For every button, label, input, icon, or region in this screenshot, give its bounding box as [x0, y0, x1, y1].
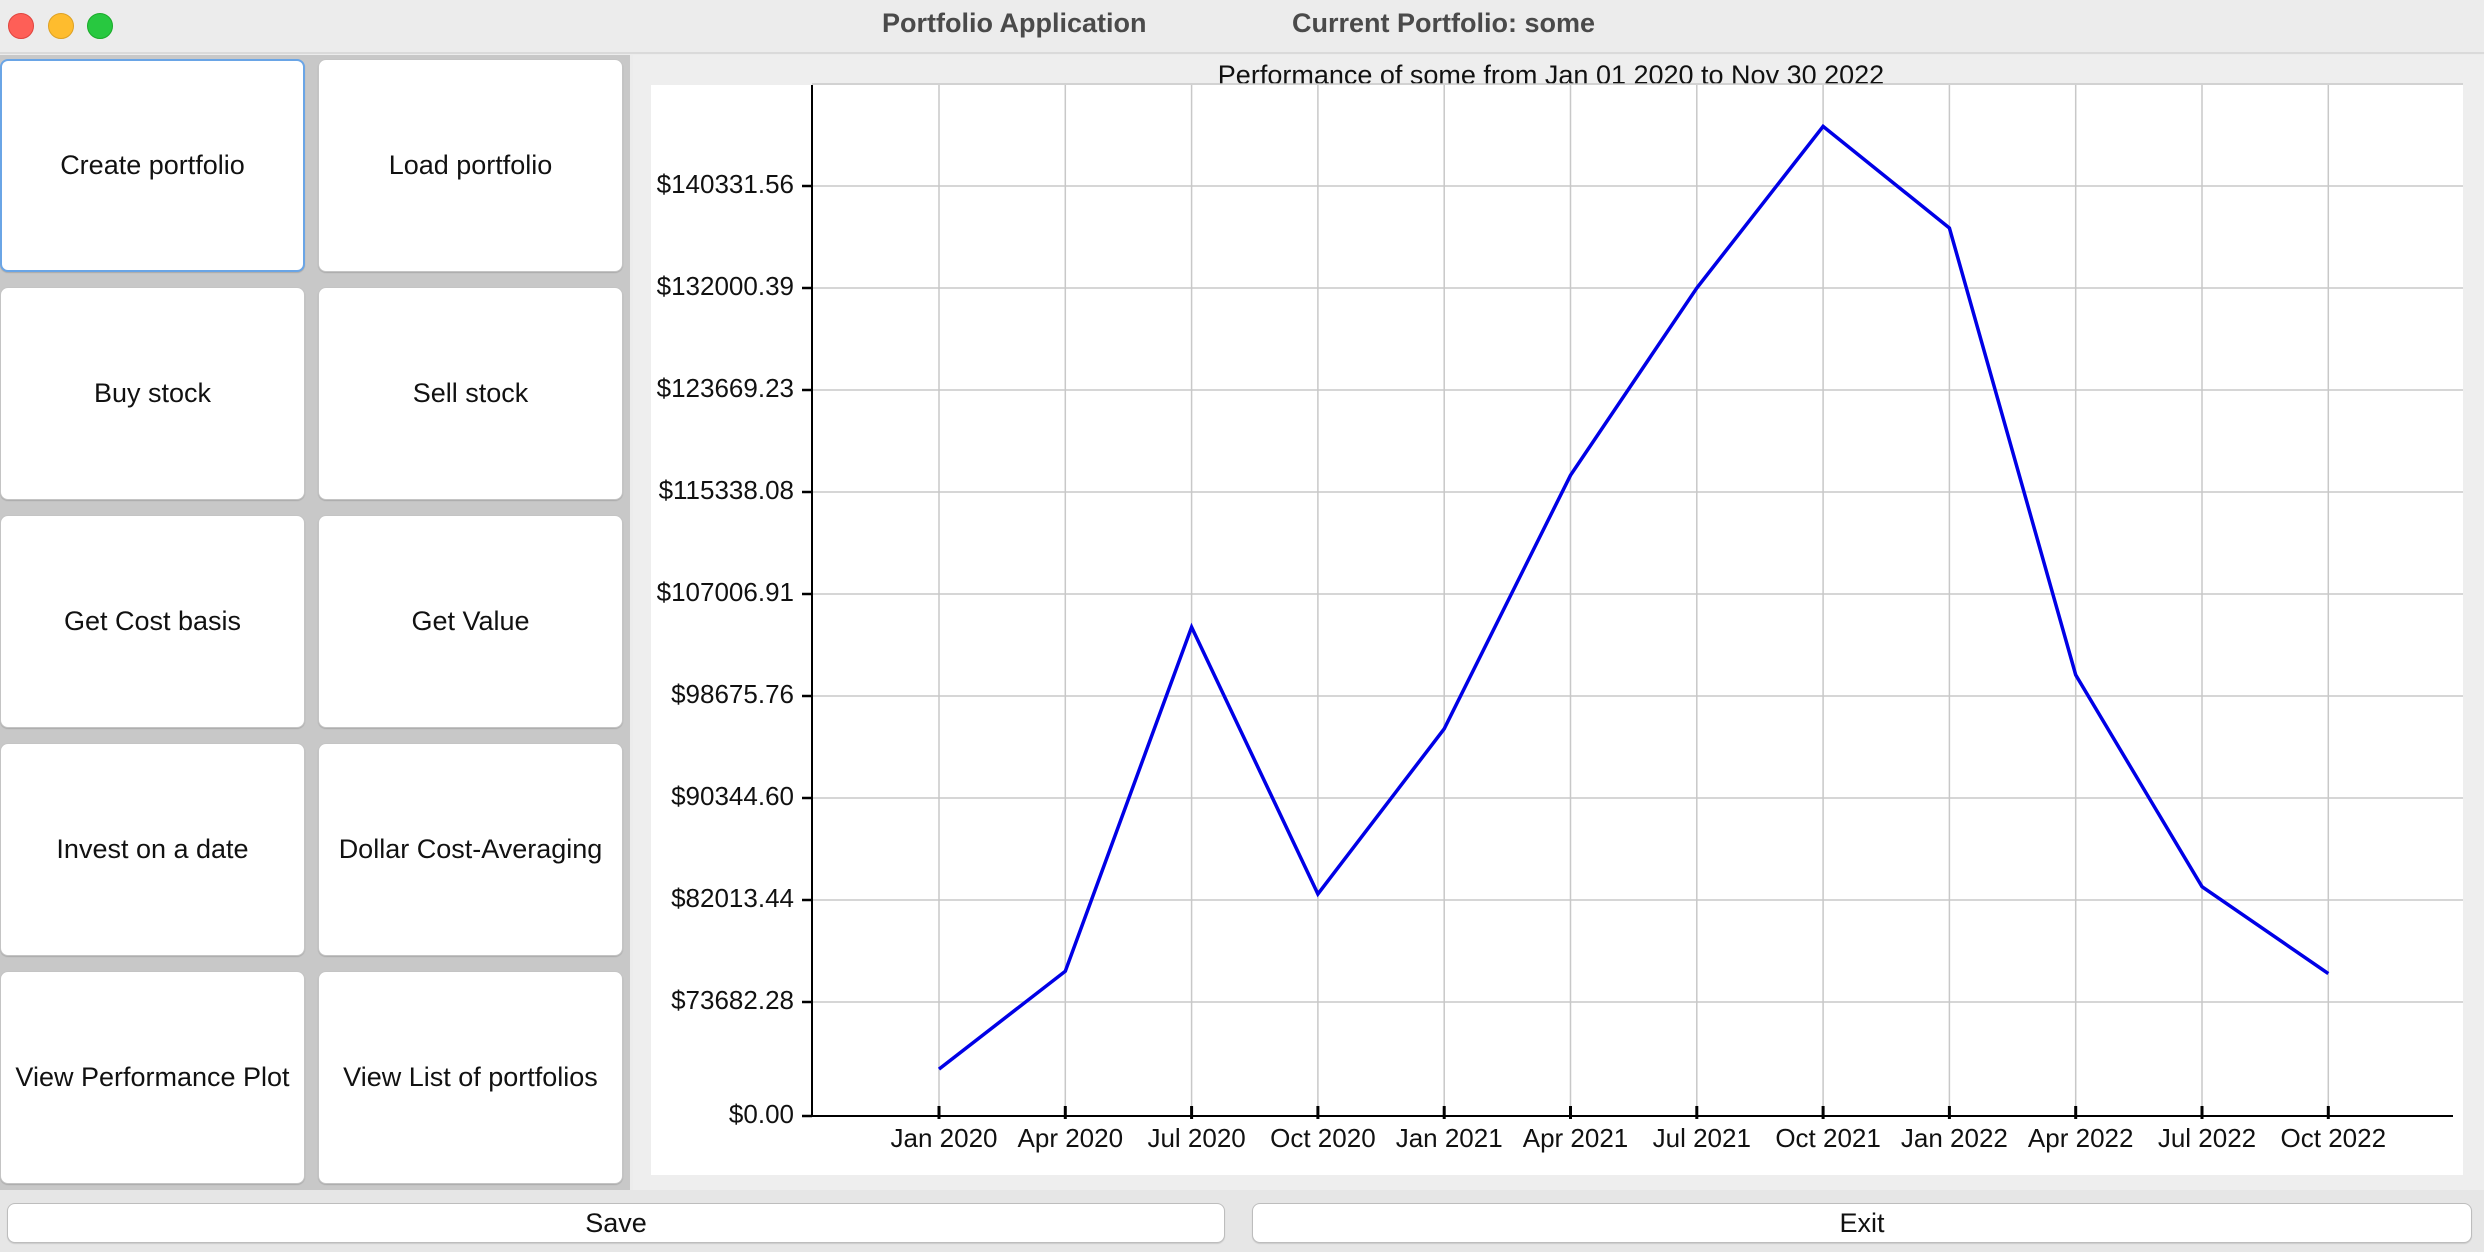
x-tick-label: Jul 2022: [2158, 1123, 2256, 1153]
x-tick-label: Oct 2021: [1775, 1123, 1881, 1153]
minimize-window-icon[interactable]: [48, 13, 74, 39]
get-value-button[interactable]: Get Value: [318, 515, 623, 728]
x-tick-label: Jan 2021: [1396, 1123, 1503, 1153]
portfolio-value-line: [937, 123, 2330, 1071]
current-portfolio-label: Current Portfolio: some: [1292, 8, 1596, 38]
view-performance-plot-button[interactable]: View Performance Plot: [0, 971, 305, 1184]
sell-stock-button[interactable]: Sell stock: [318, 287, 623, 500]
y-tick-label: $98675.76: [671, 679, 794, 709]
footer-bar: Save Exit: [0, 1190, 2484, 1252]
chart-background: [651, 85, 2463, 1175]
load-portfolio-button[interactable]: Load portfolio: [318, 59, 623, 272]
performance-chart-panel: Performance of some from Jan 01 2020 to …: [633, 55, 2484, 1190]
dollar-cost-averaging-button[interactable]: Dollar Cost-Averaging: [318, 743, 623, 956]
buy-stock-button[interactable]: Buy stock: [0, 287, 305, 500]
x-tick-label: Jul 2021: [1653, 1123, 1751, 1153]
y-tick-label: $115338.08: [659, 475, 794, 505]
performance-chart: Performance of some from Jan 01 2020 to …: [651, 60, 2463, 1175]
app-title: Portfolio Application: [882, 8, 1147, 38]
y-tick-label: $132000.39: [657, 271, 794, 301]
x-tick-label: Oct 2020: [1270, 1123, 1376, 1153]
y-tick-label: $140331.56: [657, 169, 794, 199]
chart-title: Performance of some from Jan 01 2020 to …: [1218, 60, 1884, 90]
x-tick-label: Apr 2022: [2028, 1123, 2134, 1153]
x-tick-label: Oct 2022: [2281, 1123, 2387, 1153]
window-titlebar: Portfolio Application Current Portfolio:…: [0, 0, 2484, 54]
x-tick-label: Jan 2020: [891, 1123, 998, 1153]
create-portfolio-button[interactable]: Create portfolio: [0, 59, 305, 272]
chart-axes: [811, 85, 2453, 1117]
chart-gridlines: [812, 83, 2463, 1116]
y-tick-label: $0.00: [729, 1099, 794, 1129]
chart-series: [937, 123, 2330, 1071]
x-tick-label: Jul 2020: [1147, 1123, 1245, 1153]
x-tick-label: Jan 2022: [1901, 1123, 2008, 1153]
y-tick-label: $82013.44: [671, 883, 794, 913]
close-window-icon[interactable]: [8, 13, 34, 39]
save-button[interactable]: Save: [7, 1203, 1225, 1243]
y-tick-label: $123669.23: [657, 373, 794, 403]
actions-panel: Create portfolio Load portfolio Buy stoc…: [0, 55, 630, 1190]
y-tick-label: $73682.28: [671, 985, 794, 1015]
exit-button[interactable]: Exit: [1252, 1203, 2472, 1243]
invest-on-date-button[interactable]: Invest on a date: [0, 743, 305, 956]
x-tick-label: Apr 2021: [1523, 1123, 1629, 1153]
maximize-window-icon[interactable]: [87, 13, 113, 39]
chart-ticks: $0.00 $73682.28 $82013.44 $90344.60 $98675.7…: [657, 169, 2386, 1153]
y-tick-label: $107006.91: [657, 577, 794, 607]
x-tick-label: Apr 2020: [1018, 1123, 1124, 1153]
y-tick-label: $90344.60: [671, 781, 794, 811]
get-cost-basis-button[interactable]: Get Cost basis: [0, 515, 305, 728]
view-portfolio-list-button[interactable]: View List of portfolios: [318, 971, 623, 1184]
